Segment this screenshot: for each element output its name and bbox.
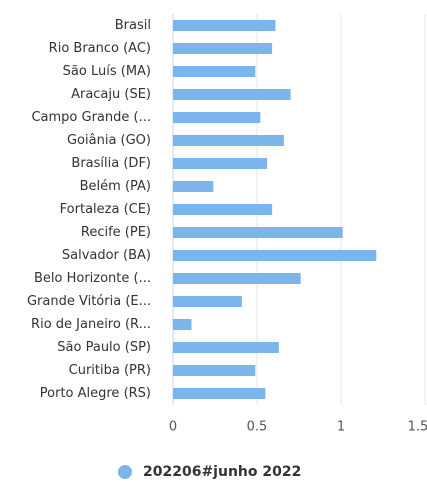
bar	[173, 296, 242, 307]
bar	[173, 66, 256, 77]
bar	[173, 365, 256, 376]
y-tick-label: São Paulo (SP)	[57, 340, 151, 355]
y-tick-label: Belo Horizonte (...	[34, 271, 151, 286]
y-tick-label: Aracaju (SE)	[71, 87, 151, 102]
y-tick-label: São Luís (MA)	[63, 64, 151, 79]
bar	[173, 204, 273, 215]
bar	[173, 89, 291, 100]
y-tick-label: Goiânia (GO)	[67, 133, 151, 148]
y-tick-label: Campo Grande (...	[31, 110, 151, 125]
y-tick-label: Recife (PE)	[81, 225, 151, 240]
y-tick-label: Brasília (DF)	[71, 156, 151, 171]
legend-label: 202206#junho 2022	[143, 464, 301, 480]
bar	[173, 181, 214, 192]
bar	[173, 388, 266, 399]
y-tick-label: Rio Branco (AC)	[49, 41, 151, 56]
y-tick-label: Porto Alegre (RS)	[40, 386, 151, 401]
bar	[173, 135, 284, 146]
bar	[173, 319, 192, 330]
x-tick-label: 0.5	[247, 420, 268, 435]
bar	[173, 158, 268, 169]
x-tick-label: 1.5	[408, 420, 427, 435]
y-tick-label: Curitiba (PR)	[69, 363, 151, 378]
y-tick-label: Fortaleza (CE)	[60, 202, 151, 217]
bar	[173, 273, 301, 284]
y-tick-label: Rio de Janeiro (R...	[31, 317, 151, 332]
bar	[173, 227, 343, 238]
x-tick-label: 1	[337, 420, 345, 435]
x-tick-label: 0	[169, 420, 177, 435]
legend-marker	[118, 465, 132, 479]
y-tick-label: Belém (PA)	[80, 179, 151, 194]
bar	[173, 112, 261, 123]
y-tick-label: Salvador (BA)	[62, 248, 151, 263]
bar	[173, 250, 377, 261]
bar	[173, 342, 279, 353]
y-tick-label: Brasil	[115, 18, 151, 33]
bar	[173, 43, 273, 54]
y-tick-label: Grande Vitória (E...	[27, 294, 151, 309]
bar	[173, 20, 276, 31]
